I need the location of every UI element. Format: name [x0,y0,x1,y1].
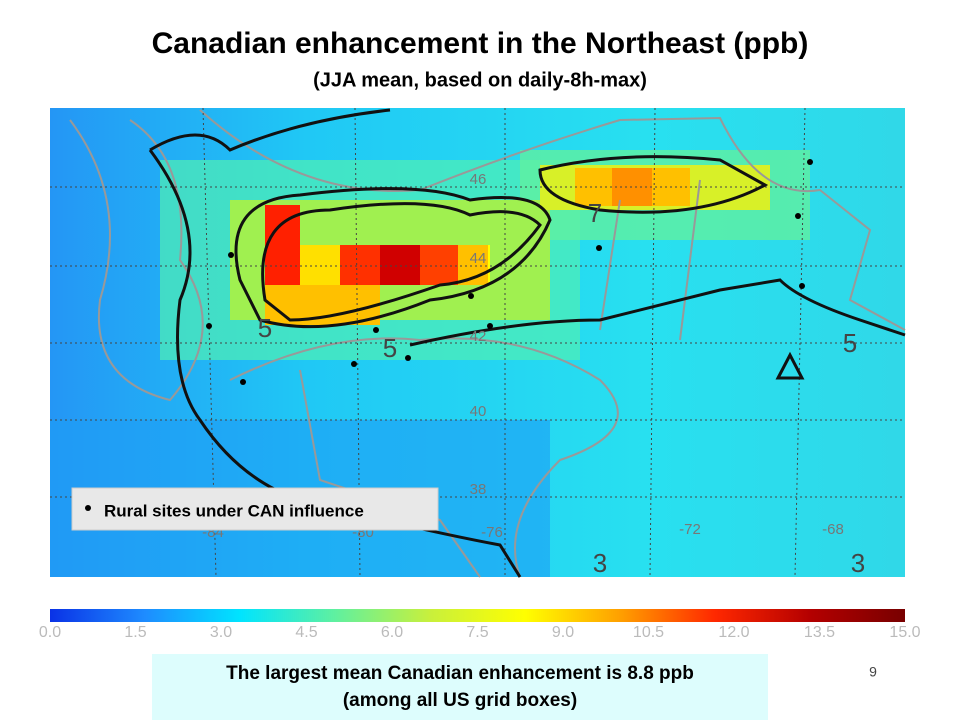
contour-label: 3 [851,548,865,578]
colorbar-tick-label: 13.5 [804,624,835,641]
colorbar: 0.0 1.5 3.0 4.5 6.0 7.5 9.0 10.5 12.0 13.5 15.0 [39,609,921,641]
colorbar-tick-label: 12.0 [718,624,749,641]
lon-label: -76 [481,524,503,541]
colorbar-tick-label: 4.5 [295,624,317,641]
lat-label: 40 [470,403,487,420]
contour-label: 5 [258,313,272,343]
lon-label: -68 [822,521,844,538]
contour-label: 5 [843,328,857,358]
colorbar-tick-label: 3.0 [210,624,232,641]
lat-label: 44 [470,250,487,267]
lon-label: -72 [679,521,701,538]
lat-label: 38 [470,481,487,498]
colorbar-scale [50,609,905,622]
note-line: (among all US grid boxes) [343,690,577,711]
note-box [152,654,768,720]
title: Canadian enhancement in the Northeast (p… [152,27,809,60]
lat-label: 42 [470,328,487,345]
colorbar-tick-label: 15.0 [889,624,920,641]
colorbar-tick-label: 10.5 [633,624,664,641]
page-number: 9 [869,664,877,680]
map-legend: Rural sites under CAN influence [104,501,364,520]
lat-label: 46 [470,171,487,188]
subtitle: (JJA mean, based on daily-8h-max) [313,69,647,91]
colorbar-tick-label: 0.0 [39,624,61,641]
contour-label: 5 [383,333,397,363]
colorbar-tick-label: 1.5 [124,624,146,641]
colorbar-tick-label: 9.0 [552,624,574,641]
note-line: The largest mean Canadian enhancement is… [226,663,694,684]
colorbar-tick-label: 6.0 [381,624,403,641]
contour-label: 7 [588,198,602,228]
contour-label: 3 [593,548,607,578]
colorbar-tick-label: 7.5 [466,624,488,641]
